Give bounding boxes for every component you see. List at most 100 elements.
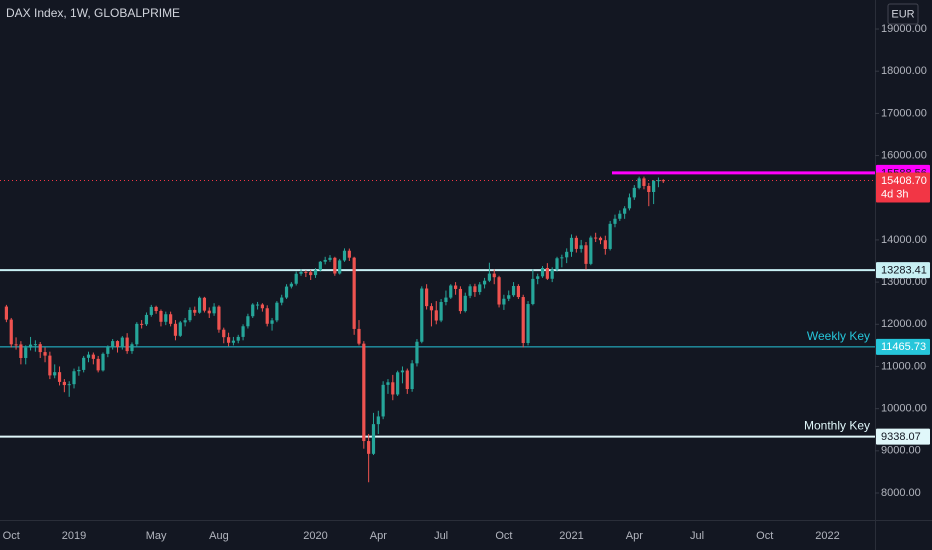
candle-body [222, 329, 226, 338]
candle-body [637, 178, 641, 188]
candle-body [217, 306, 221, 330]
candle-body [463, 295, 467, 312]
y-tick-label: 17000.00 [881, 107, 927, 119]
candle-body [106, 347, 110, 354]
candle-body [289, 283, 293, 287]
candle-body [86, 354, 91, 358]
candle-body [260, 304, 264, 309]
candle-body [439, 302, 443, 321]
candle-body [53, 372, 57, 376]
currency: EUR [891, 8, 914, 20]
candle-body [188, 309, 192, 321]
x-tick-label: Jul [690, 530, 704, 542]
currency-box[interactable] [887, 3, 919, 25]
candle-body [656, 180, 661, 182]
candle-body [386, 382, 390, 385]
candle-body [333, 257, 337, 274]
candle-body [178, 322, 182, 336]
y-tick-label: 8000.00 [881, 487, 921, 499]
candle-body [627, 197, 632, 209]
candle-body [371, 424, 376, 454]
candle-body [449, 285, 453, 298]
candle-body [28, 344, 33, 348]
candle-body [169, 314, 173, 324]
candle-body [647, 185, 651, 193]
candle-body [497, 277, 501, 305]
candle-body [565, 251, 569, 258]
candle-body [487, 273, 491, 281]
x-tick-label: Oct [495, 530, 512, 542]
level-price-box [876, 338, 930, 355]
candle-body [540, 267, 545, 277]
candle-body [613, 218, 617, 224]
candle-body [144, 314, 149, 325]
candle-body [299, 271, 303, 274]
x-tick-label: Oct [3, 530, 20, 542]
candle-body [231, 340, 236, 343]
candle-body [318, 261, 322, 271]
candle-body [516, 285, 520, 298]
x-tick-label: Aug [209, 530, 229, 542]
candle-body [415, 341, 419, 364]
candle-body [555, 258, 559, 270]
candle-body [111, 341, 115, 348]
candle-body [309, 272, 313, 276]
candle-body [67, 384, 71, 386]
candle-body [478, 284, 482, 293]
candle-body [550, 269, 554, 279]
x-tick-label: Apr [370, 530, 387, 542]
x-tick-label: Apr [626, 530, 643, 542]
candle-body [193, 309, 197, 313]
candle-body [574, 237, 578, 249]
candle-body [396, 372, 400, 395]
candle-body [381, 384, 385, 417]
level-price-label: 9338.07 [881, 431, 921, 443]
y-tick-label: 16000.00 [881, 149, 927, 161]
candle-body [652, 180, 656, 193]
candle-body [511, 285, 516, 296]
candle-body [560, 257, 564, 259]
y-tick-label: 10000.00 [881, 403, 927, 415]
candle-body [57, 372, 62, 382]
candle-body [367, 441, 371, 454]
x-tick-label: 2020 [303, 530, 327, 542]
candle-body [531, 278, 535, 305]
level-price-box [876, 262, 930, 279]
candle-body [342, 250, 347, 261]
level-price-box [876, 428, 930, 445]
candle-body [502, 298, 506, 305]
candle-body [270, 320, 274, 324]
level-price-label: 13283.41 [881, 265, 927, 277]
candle-body [280, 297, 284, 303]
y-tick-label: 18000.00 [881, 65, 927, 77]
last-price-box [876, 172, 930, 203]
candle-body [173, 323, 178, 336]
x-tick-label: 2021 [559, 530, 583, 542]
candle-body [19, 344, 23, 358]
candle-body [400, 370, 405, 373]
candle-body [376, 416, 380, 425]
candle-body [304, 271, 308, 273]
candle-body [14, 344, 18, 346]
candle-body [598, 237, 603, 241]
candle-body [91, 354, 95, 359]
candle-body [458, 288, 463, 312]
x-tick-label: May [146, 530, 167, 542]
candle-body [140, 323, 144, 325]
candle-body [661, 180, 665, 182]
candle-body [198, 297, 202, 313]
candle-body [425, 288, 429, 307]
candle-body [618, 213, 622, 219]
candle-body [82, 357, 86, 370]
candle-body [391, 382, 395, 395]
candle-body [579, 245, 583, 249]
candle-body [294, 273, 298, 284]
candle-body [251, 304, 255, 317]
candle-body [207, 310, 211, 314]
candle-body [623, 208, 627, 214]
candle-body [473, 286, 477, 293]
candle-body [632, 187, 636, 198]
candle-body [275, 302, 279, 321]
